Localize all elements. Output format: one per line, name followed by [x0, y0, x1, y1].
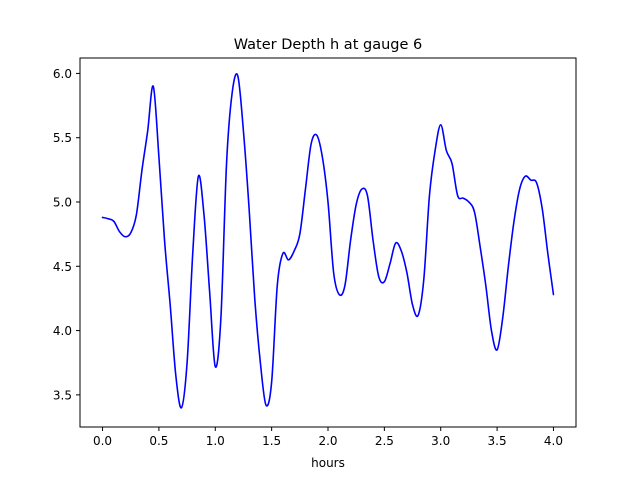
y-tick-label: 3.5: [53, 388, 72, 402]
x-tick-label: 1.5: [262, 434, 281, 448]
plot-area: [80, 58, 576, 427]
y-tick-label: 5.5: [53, 131, 72, 145]
y-tick-label: 5.0: [53, 196, 72, 210]
x-axis-label: hours: [311, 456, 345, 470]
chart-title: Water Depth h at gauge 6: [234, 37, 422, 53]
y-tick-label: 6.0: [53, 67, 72, 81]
x-tick-label: 2.5: [375, 434, 394, 448]
x-tick-label: 3.0: [431, 434, 450, 448]
x-axis-ticks: 0.0 0.5 1.0 1.5 2.0 2.5 3.0 3.5 4.0: [93, 427, 563, 448]
x-tick-label: 0.5: [149, 434, 168, 448]
x-tick-label: 1.0: [206, 434, 225, 448]
y-tick-label: 4.0: [53, 324, 72, 338]
x-tick-label: 2.0: [318, 434, 337, 448]
y-tick-label: 4.5: [53, 260, 72, 274]
series-line: [101, 73, 555, 409]
x-tick-label: 4.0: [544, 434, 563, 448]
x-tick-label: 0.0: [93, 434, 112, 448]
x-tick-label: 3.5: [488, 434, 507, 448]
plot-frame: [79, 57, 577, 428]
y-axis-ticks: 3.5 4.0 4.5 5.0 5.5 6.0: [53, 67, 80, 402]
